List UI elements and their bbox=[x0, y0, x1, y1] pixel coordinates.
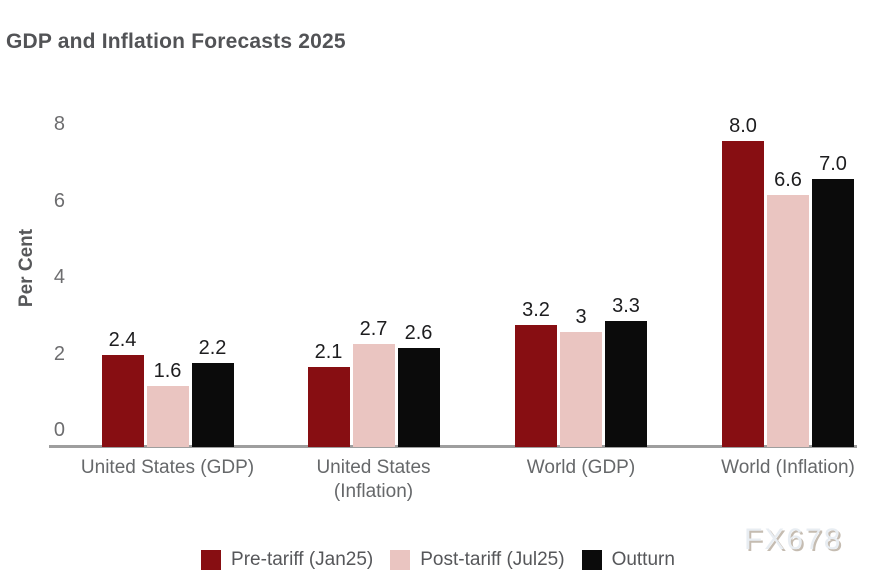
bar-value-label: 2.2 bbox=[198, 337, 227, 359]
bar-value-label: 1.6 bbox=[153, 360, 182, 382]
legend-label: Post-tariff (Jul25) bbox=[420, 549, 565, 570]
y-tick-label: 4 bbox=[53, 266, 65, 288]
bar bbox=[307, 367, 350, 447]
x-axis-line bbox=[49, 445, 857, 448]
bar bbox=[515, 325, 557, 447]
y-tick-label: 2 bbox=[53, 342, 65, 365]
legend-swatch bbox=[390, 550, 411, 570]
legend-swatch bbox=[201, 550, 222, 570]
chart-title: GDP and Inflation Forecasts 2025 bbox=[6, 30, 346, 53]
bar-value-label: 3 bbox=[575, 306, 587, 328]
bar-value-label: 2.7 bbox=[359, 318, 388, 340]
y-tick-label: 8 bbox=[53, 113, 65, 135]
bar bbox=[397, 348, 440, 447]
bar-value-label: 2.1 bbox=[314, 341, 343, 363]
bar-value-label: 8.0 bbox=[729, 115, 757, 137]
legend-swatch bbox=[581, 550, 602, 570]
bar-value-label: 3.2 bbox=[522, 299, 550, 321]
bar bbox=[146, 386, 189, 447]
bar bbox=[352, 344, 395, 447]
bar bbox=[101, 355, 144, 447]
watermark: FX678 bbox=[744, 523, 843, 556]
y-tick-label: 6 bbox=[53, 189, 65, 212]
bar-value-label: 2.6 bbox=[404, 322, 433, 344]
x-axis-category-label: World (GDP) bbox=[526, 457, 636, 478]
legend-item: Post-tariff (Jul25) bbox=[390, 549, 565, 571]
bar-value-label: 3.3 bbox=[612, 295, 640, 317]
bar-value-label: 2.4 bbox=[108, 329, 137, 351]
bar bbox=[560, 332, 602, 447]
legend-label: Outturn bbox=[611, 549, 675, 570]
bar bbox=[191, 363, 234, 447]
bar bbox=[722, 141, 764, 447]
y-tick-label: 0 bbox=[53, 419, 65, 441]
legend-item: Pre-tariff (Jan25) bbox=[201, 549, 373, 571]
x-axis-category-label: World (Inflation) bbox=[721, 457, 855, 478]
bar bbox=[605, 321, 647, 447]
bar-value-label: 6.6 bbox=[774, 169, 802, 191]
legend-item: Outturn bbox=[581, 549, 675, 571]
x-axis-category-label: United States (Inflation) bbox=[316, 457, 431, 502]
x-axis-category-label: United States (GDP) bbox=[80, 457, 255, 478]
legend: Pre-tariff (Jan25) Post-tariff (Jul25) Out… bbox=[0, 549, 876, 571]
legend-label: Pre-tariff (Jan25) bbox=[231, 549, 374, 570]
bar bbox=[767, 195, 809, 447]
bar-value-label: 7.0 bbox=[819, 153, 847, 175]
bar bbox=[812, 179, 854, 447]
